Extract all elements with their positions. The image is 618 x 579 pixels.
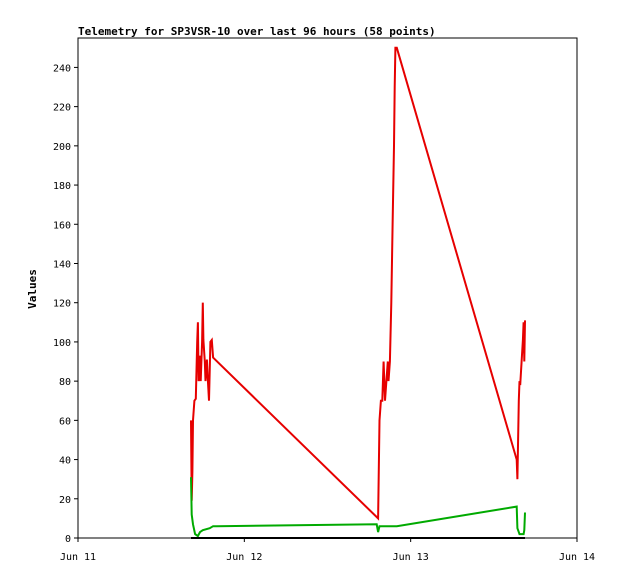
- y-tick-label: 200: [53, 142, 71, 153]
- x-tick-label: Jun 12: [226, 552, 262, 563]
- y-tick-label: 160: [53, 220, 71, 231]
- y-tick-label: 180: [53, 181, 71, 192]
- x-axis-ticks: Jun 11 Jun 12 Jun 13 Jun 14: [60, 538, 595, 563]
- x-tick-label: Jun 11: [60, 552, 96, 563]
- y-tick-label: 240: [53, 63, 71, 74]
- chart-title: Telemetry for SP3VSR-10 over last 96 hou…: [78, 25, 436, 38]
- x-tick-label: Jun 14: [559, 552, 595, 563]
- y-tick-label: 80: [59, 377, 71, 388]
- y-tick-label: 60: [59, 416, 71, 427]
- plot-area-frame: [77, 37, 578, 539]
- y-axis-label: Values: [26, 269, 39, 309]
- y-tick-label: 40: [59, 456, 71, 467]
- x-tick-label: Jun 13: [393, 552, 429, 563]
- y-axis-ticks: 0 20 40 60 80 100 120 140 160 180 200 220 240: [53, 63, 78, 545]
- series-line-0: [190, 46, 526, 521]
- y-tick-label: 0: [65, 534, 71, 545]
- y-tick-label: 220: [53, 103, 71, 114]
- y-tick-label: 140: [53, 259, 71, 270]
- y-tick-label: 120: [53, 299, 71, 310]
- y-tick-label: 20: [59, 495, 71, 506]
- series-line-1: [190, 477, 526, 538]
- y-tick-label: 100: [53, 338, 71, 349]
